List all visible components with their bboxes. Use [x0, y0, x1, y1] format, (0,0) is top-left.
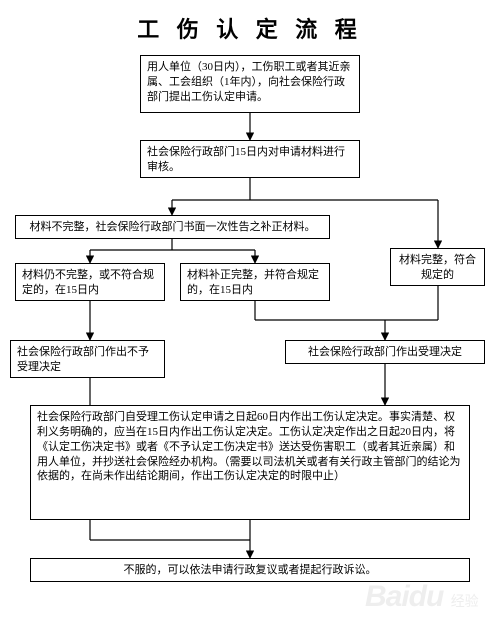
node-corrected-complete: 材料补正完整，并符合规定的，在15日内 — [180, 263, 330, 301]
node-application-submit: 用人单位（30日内），工伤职工或者其近亲属、工会组织（1年内），向社会保险行政部… — [140, 55, 360, 113]
node-text: 社会保险行政部门15日内对申请材料进行审核。 — [147, 146, 345, 173]
node-review-15-days: 社会保险行政部门15日内对申请材料进行审核。 — [140, 140, 360, 178]
node-determination-60-days: 社会保险行政部门自受理工伤认定申请之日起60日内作出工伤认定决定。事实清楚、权利… — [30, 405, 470, 520]
node-text: 材料不完整，社会保险行政部门书面一次性告之补正材料。 — [30, 221, 316, 233]
node-material-incomplete-notice: 材料不完整，社会保险行政部门书面一次性告之补正材料。 — [15, 215, 330, 239]
node-still-incomplete: 材料仍不完整，或不符合规定的，在15日内 — [15, 263, 165, 301]
node-accept-decision: 社会保险行政部门作出受理决定 — [285, 340, 485, 364]
node-text: 不服的，可以依法申请行政复议或者提起行政诉讼。 — [124, 564, 377, 576]
watermark-main: Baidu — [365, 580, 443, 613]
node-text: 材料仍不完整，或不符合规定的，在15日内 — [22, 269, 154, 296]
node-material-complete: 材料完整，符合规定的 — [390, 248, 485, 286]
node-text: 社会保险行政部门作出受理决定 — [308, 346, 462, 358]
node-text: 材料完整，符合规定的 — [399, 254, 476, 281]
node-reject-decision: 社会保险行政部门作出不予受理决定 — [10, 340, 165, 378]
node-appeal: 不服的，可以依法申请行政复议或者提起行政诉讼。 — [30, 558, 470, 582]
page-title: 工 伤 认 定 流 程 — [110, 12, 390, 44]
node-text: 用人单位（30日内），工伤职工或者其近亲属、工会组织（1年内），向社会保险行政部… — [147, 61, 351, 103]
node-text: 社会保险行政部门作出不予受理决定 — [17, 346, 149, 373]
watermark: Baidu 经验 — [365, 580, 479, 614]
node-text: 社会保险行政部门自受理工伤认定申请之日起60日内作出工伤认定决定。事实清楚、权利… — [37, 411, 461, 482]
node-text: 材料补正完整，并符合规定的，在15日内 — [187, 269, 319, 296]
watermark-sub: 经验 — [451, 593, 479, 609]
